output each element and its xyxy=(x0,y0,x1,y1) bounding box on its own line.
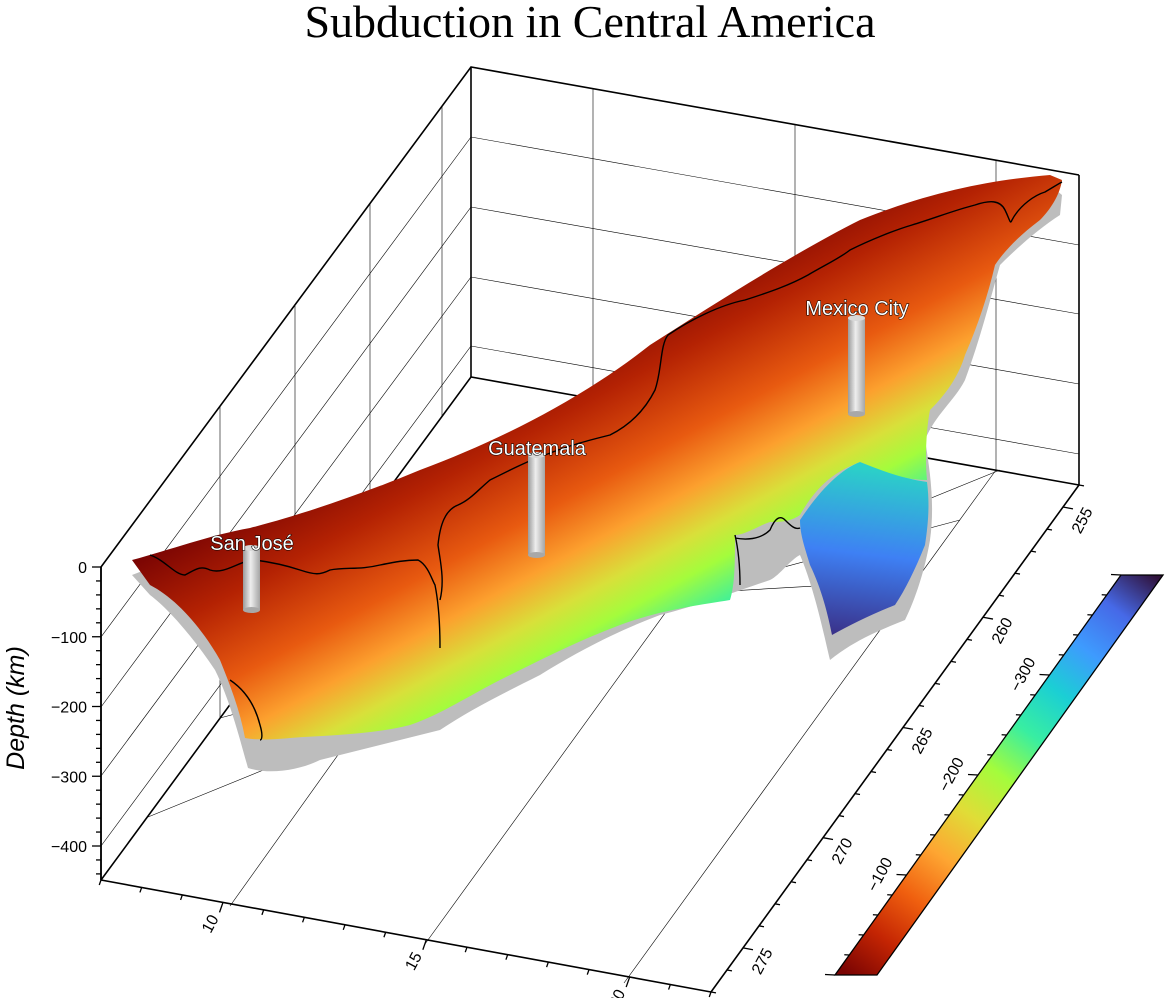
colorbar-tick-label: −100 xyxy=(865,855,897,895)
z-axis-label: Depth (km) xyxy=(2,646,30,770)
z-axis-ticks: 0 −100 −200 −300 −400 xyxy=(51,560,101,875)
y-minor-tick xyxy=(806,859,813,862)
y-tick-label: 275 xyxy=(749,946,777,978)
x-minor-tick xyxy=(98,879,102,886)
y-minor-tick xyxy=(918,704,925,707)
y-minor-tick xyxy=(774,903,781,906)
x-minor-tick xyxy=(342,924,346,931)
z-tick-label: −400 xyxy=(51,839,87,856)
y-minor-tick xyxy=(1014,572,1021,575)
city-marker-guatemala xyxy=(528,452,545,558)
city-marker-mexico-city xyxy=(848,315,865,417)
y-minor-tick xyxy=(934,682,941,685)
floor-frame xyxy=(100,484,1080,993)
z-tick-label: −200 xyxy=(51,700,87,717)
y-tick-label: 270 xyxy=(829,836,857,868)
coastline-south xyxy=(734,517,801,586)
z-tick-label: 0 xyxy=(78,560,87,577)
y-minor-tick xyxy=(838,815,845,818)
z-tick-label: −300 xyxy=(51,769,87,786)
x-major-tick xyxy=(625,976,631,988)
y-minor-tick xyxy=(790,881,797,884)
colorbar-major-tick xyxy=(824,973,836,976)
y-tick-label: 265 xyxy=(909,725,937,757)
colorbar-major-tick xyxy=(896,873,907,876)
city-label-mexico-city: Mexico City xyxy=(805,298,908,320)
y-minor-tick xyxy=(1046,528,1053,531)
coastline xyxy=(149,181,1063,649)
y-minor-tick xyxy=(966,638,973,641)
x-minor-tick xyxy=(545,961,549,968)
y-minor-tick xyxy=(870,770,877,774)
y-tick-label: 260 xyxy=(989,615,1017,647)
y-major-tick xyxy=(982,616,994,620)
y-major-tick xyxy=(742,947,754,951)
y-minor-tick xyxy=(998,594,1005,597)
y-minor-tick xyxy=(726,969,733,972)
x-major-tick xyxy=(218,902,224,913)
x-major-tick xyxy=(422,939,427,950)
colorbar-major-tick xyxy=(1039,673,1050,676)
y-major-tick xyxy=(822,837,834,841)
x-tick-label: 10 xyxy=(199,912,222,936)
y-minor-tick xyxy=(758,925,765,928)
chart-title: Subduction in Central America xyxy=(304,0,875,47)
slab-surface xyxy=(132,175,1062,740)
colorbar-major-tick xyxy=(1110,573,1122,576)
y-major-tick xyxy=(902,726,914,730)
x-minor-tick xyxy=(139,887,143,893)
y-tick-label: 255 xyxy=(1069,505,1097,537)
colorbar-tick-label: −200 xyxy=(936,755,968,795)
y-minor-tick xyxy=(950,660,957,663)
y-minor-tick xyxy=(1030,550,1037,553)
x-minor-tick xyxy=(383,932,387,938)
y-minor-tick xyxy=(1078,484,1085,487)
x-minor-tick xyxy=(261,909,265,916)
colorbar-major-tick xyxy=(967,773,979,776)
z-axis: 0 −100 −200 −300 −400 Depth (km) xyxy=(2,560,102,880)
x-tick-label: 15 xyxy=(402,950,425,974)
y-minor-tick xyxy=(886,748,893,752)
x-minor-tick xyxy=(667,984,671,990)
x-axis-ticks: 10 15 20 xyxy=(98,879,712,998)
x-minor-tick xyxy=(708,991,712,998)
y-major-tick xyxy=(1062,506,1074,510)
city-label-guatemala: Guatemala xyxy=(488,438,587,460)
x-tick-label: 20 xyxy=(606,987,629,998)
x-minor-tick xyxy=(505,954,509,960)
z-tick-label: −100 xyxy=(51,630,87,647)
slab-deep xyxy=(800,462,929,635)
y-minor-tick xyxy=(710,991,717,994)
colorbar-tick-label: −300 xyxy=(1008,655,1040,695)
x-minor-tick xyxy=(179,894,183,901)
y-minor-tick xyxy=(854,792,861,796)
x-minor-tick xyxy=(586,969,590,975)
coastline-slab-edge xyxy=(229,679,263,741)
x-minor-tick xyxy=(464,946,468,953)
city-label-san-jose: San José xyxy=(210,533,293,555)
colorbar-body xyxy=(833,574,1165,976)
x-minor-tick xyxy=(301,917,305,923)
city-marker-san-jose xyxy=(243,545,260,613)
